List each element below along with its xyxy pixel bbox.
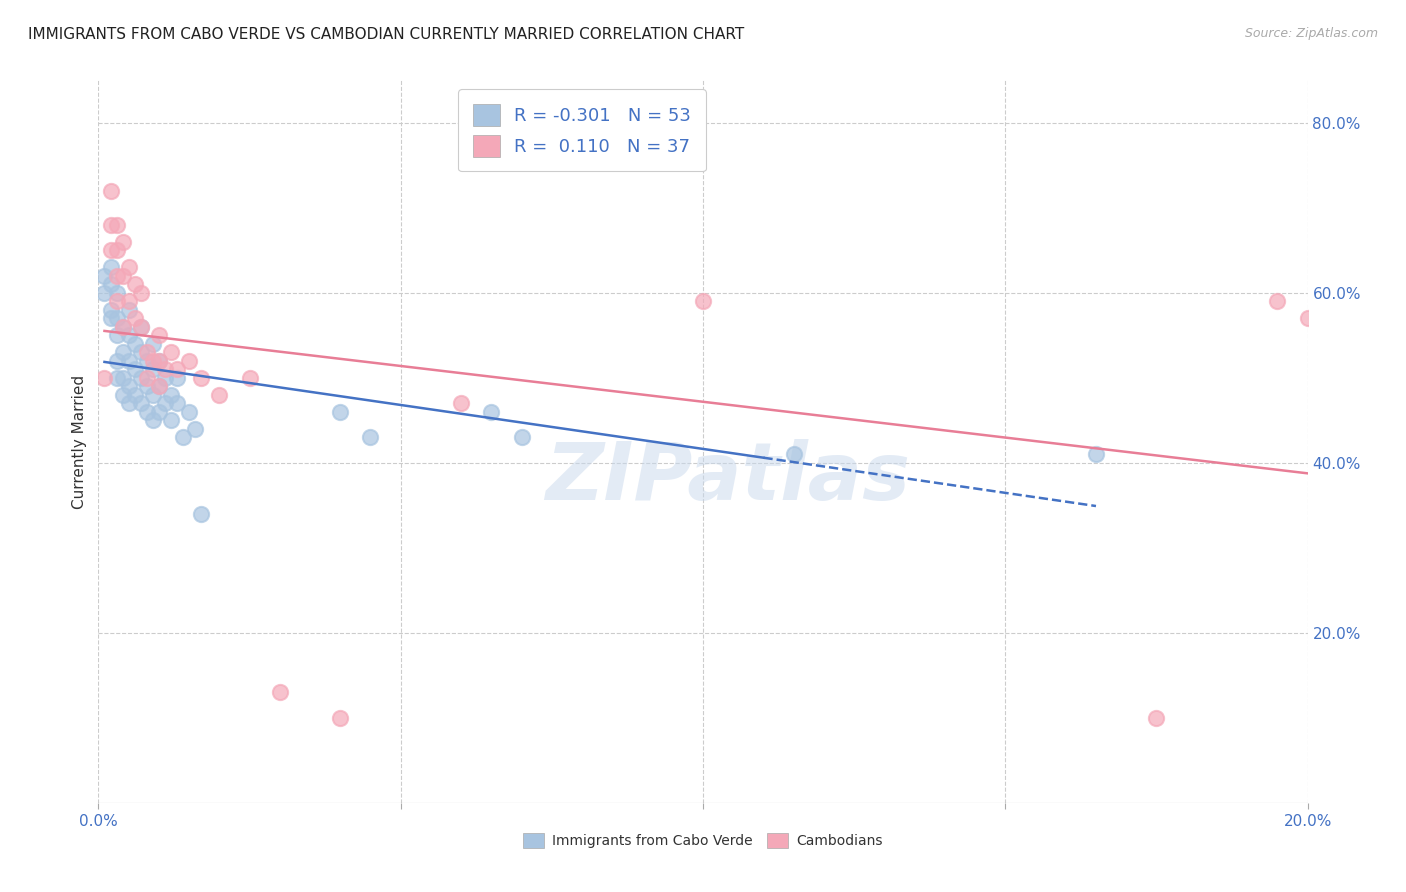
Point [148, 353, 170, 368]
Point [118, 328, 141, 343]
Point [166, 396, 188, 410]
Point [148, 405, 170, 419]
Point [105, 218, 128, 232]
Point [172, 430, 194, 444]
Point [129, 396, 152, 410]
Point [160, 413, 183, 427]
Point [481, 405, 503, 419]
Point [135, 353, 157, 368]
Point [105, 268, 128, 283]
Point [124, 336, 146, 351]
Point [100, 302, 122, 317]
Point [783, 447, 806, 461]
Point [153, 362, 176, 376]
Point [160, 388, 183, 402]
Point [142, 353, 165, 368]
Point [510, 430, 533, 444]
Point [100, 218, 122, 232]
Point [190, 371, 212, 385]
Point [1144, 711, 1167, 725]
Point [124, 388, 146, 402]
Point [148, 379, 170, 393]
Point [129, 319, 152, 334]
Point [190, 507, 212, 521]
Point [166, 362, 188, 376]
Point [142, 388, 165, 402]
Point [105, 244, 128, 258]
Point [142, 336, 165, 351]
Point [100, 244, 122, 258]
Point [93, 268, 115, 283]
Point [111, 319, 134, 334]
Text: ZIPatlas: ZIPatlas [544, 439, 910, 516]
Point [135, 405, 157, 419]
Point [179, 405, 201, 419]
Point [118, 379, 141, 393]
Point [105, 328, 128, 343]
Point [124, 311, 146, 326]
Point [129, 285, 152, 300]
Point [124, 362, 146, 376]
Point [100, 184, 122, 198]
Point [100, 311, 122, 326]
Point [1296, 311, 1319, 326]
Point [239, 371, 262, 385]
Point [148, 328, 170, 343]
Point [93, 285, 115, 300]
Point [329, 711, 352, 725]
Point [129, 345, 152, 359]
Point [105, 285, 128, 300]
Point [160, 345, 183, 359]
Point [184, 422, 207, 436]
Point [111, 345, 134, 359]
Point [360, 430, 382, 444]
Point [129, 371, 152, 385]
Point [142, 413, 165, 427]
Point [148, 379, 170, 393]
Point [450, 396, 472, 410]
Point [153, 371, 176, 385]
Point [105, 294, 128, 309]
Legend: Immigrants from Cabo Verde, Cambodians: Immigrants from Cabo Verde, Cambodians [517, 828, 889, 854]
Point [118, 353, 141, 368]
Text: IMMIGRANTS FROM CABO VERDE VS CAMBODIAN CURRENTLY MARRIED CORRELATION CHART: IMMIGRANTS FROM CABO VERDE VS CAMBODIAN … [28, 27, 744, 42]
Point [105, 371, 128, 385]
Point [166, 371, 188, 385]
Point [118, 294, 141, 309]
Point [93, 371, 115, 385]
Point [105, 353, 128, 368]
Point [100, 260, 122, 275]
Point [118, 396, 141, 410]
Y-axis label: Currently Married: Currently Married [72, 375, 87, 508]
Point [118, 260, 141, 275]
Point [148, 353, 170, 368]
Point [1085, 447, 1108, 461]
Point [118, 302, 141, 317]
Point [135, 345, 157, 359]
Point [153, 396, 176, 410]
Point [692, 294, 714, 309]
Text: Source: ZipAtlas.com: Source: ZipAtlas.com [1244, 27, 1378, 40]
Point [111, 319, 134, 334]
Point [142, 362, 165, 376]
Point [105, 311, 128, 326]
Point [111, 388, 134, 402]
Point [129, 319, 152, 334]
Point [111, 235, 134, 249]
Point [135, 371, 157, 385]
Point [208, 388, 231, 402]
Point [100, 277, 122, 292]
Point [179, 353, 201, 368]
Point [269, 685, 291, 699]
Point [111, 268, 134, 283]
Point [135, 379, 157, 393]
Point [329, 405, 352, 419]
Point [124, 277, 146, 292]
Point [1267, 294, 1289, 309]
Point [111, 371, 134, 385]
